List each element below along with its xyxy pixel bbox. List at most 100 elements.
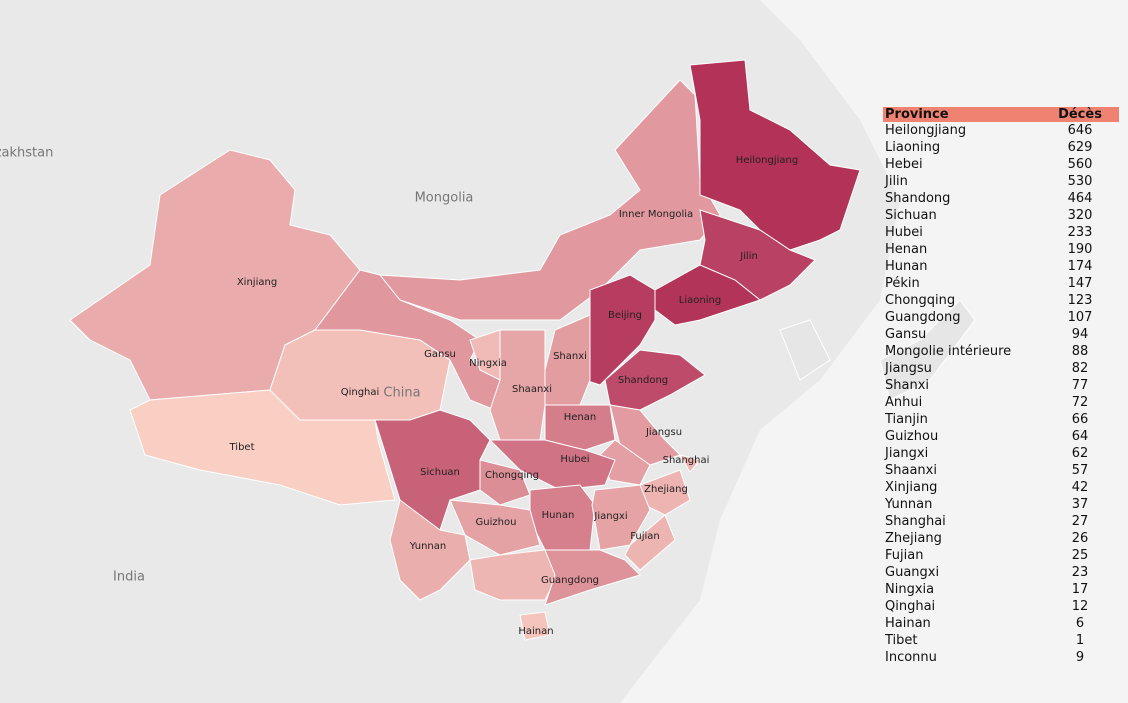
background-label: China (383, 386, 420, 401)
province-cell: Guangdong (885, 310, 961, 325)
province-cell: Inconnu (885, 650, 937, 665)
province-cell: Yunnan (885, 497, 933, 512)
deaths-cell: 57 (1071, 463, 1089, 478)
deaths-cell: 23 (1071, 565, 1089, 580)
deaths-cell: 42 (1071, 480, 1089, 495)
table-row: Liaoning 629 (883, 139, 1119, 156)
province-label: Shandong (618, 375, 668, 386)
province-cell: Shandong (885, 191, 951, 206)
province-cell: Tianjin (885, 412, 928, 427)
deaths-cell: 9 (1075, 650, 1085, 665)
province-label: Inner Mongolia (619, 209, 693, 220)
table-row: Henan 190 (883, 241, 1119, 258)
table-row: Anhui 72 (883, 394, 1119, 411)
province-label: Jiangsu (645, 427, 682, 438)
header-cell: Province (885, 107, 949, 122)
deaths-cell: 88 (1071, 344, 1089, 359)
deaths-cell: 107 (1067, 310, 1093, 325)
deaths-cell: 37 (1071, 497, 1089, 512)
table-row: Tianjin 66 (883, 411, 1119, 428)
deaths-cell: 190 (1067, 242, 1093, 257)
table-row: Zhejiang 26 (883, 530, 1119, 547)
deaths-cell: 94 (1071, 327, 1089, 342)
header-cell: Décès (1058, 107, 1102, 122)
province-cell: Pékin (885, 276, 920, 291)
table-row: Ningxia 17 (883, 581, 1119, 598)
table-row: Sichuan 320 (883, 207, 1119, 224)
deaths-cell: 72 (1071, 395, 1089, 410)
province-label: Fujian (630, 531, 660, 542)
background-label: India (113, 570, 145, 585)
province-label: Shanghai (663, 455, 710, 466)
provinces (69, 59, 861, 641)
labels: Xinjiang Tibet Qinghai Gansu Inner Mongolia H… (0, 146, 798, 638)
province-label: Liaoning (679, 295, 721, 306)
province (488, 439, 616, 491)
province-label: Henan (564, 412, 596, 423)
province-label: Gansu (424, 349, 456, 360)
province-label: Guangdong (541, 575, 599, 586)
deaths-cell: 147 (1067, 276, 1093, 291)
table-row: Jilin 530 (883, 173, 1119, 190)
province (269, 329, 451, 421)
province-label: Shanxi (553, 351, 587, 362)
table-row: Shandong 464 (883, 190, 1119, 207)
table-row: Xinjiang 42 (883, 479, 1119, 496)
province-label: Jiangxi (593, 511, 627, 522)
deaths-cell: 320 (1067, 208, 1093, 223)
table-row: Hainan 6 (883, 615, 1119, 632)
province-label: Beijing (608, 310, 642, 321)
province-cell: Sichuan (885, 208, 937, 223)
background-label: Mongolia (415, 191, 474, 206)
province-label: Heilongjiang (736, 155, 798, 166)
province-cell: Shanghai (885, 514, 946, 529)
province (519, 611, 551, 641)
table-header: Province Décès (883, 107, 1119, 122)
province-label: Yunnan (409, 541, 446, 552)
province (129, 389, 396, 506)
deaths-cell: 6 (1075, 616, 1085, 631)
province-label: Sichuan (420, 467, 460, 478)
deaths-cell: 464 (1067, 191, 1093, 206)
province (654, 264, 762, 326)
province-cell: Anhui (885, 395, 923, 410)
province-cell: Hunan (885, 259, 928, 274)
table-row: Fujian 25 (883, 547, 1119, 564)
deaths-cell: 1 (1075, 633, 1085, 648)
province-label: Hainan (518, 626, 553, 637)
table-row: Hubei 233 (883, 224, 1119, 241)
province-label: Ningxia (469, 358, 507, 369)
province-label: Chongqing (485, 470, 539, 481)
province-label: Jilin (739, 251, 758, 262)
province-cell: Henan (885, 242, 928, 257)
province-cell: Chongqing (885, 293, 956, 308)
table-row: Guangxi 23 (883, 564, 1119, 581)
deaths-cell: 66 (1071, 412, 1089, 427)
background-label: zakhstan (0, 146, 53, 161)
province-cell: Mongolie intérieure (885, 344, 1012, 359)
deaths-cell: 64 (1071, 429, 1089, 444)
table-row: Guizhou 64 (883, 428, 1119, 445)
table-row: Inconnu 9 (883, 649, 1119, 666)
table-row: Hunan 174 (883, 258, 1119, 275)
deaths-cell: 82 (1071, 361, 1089, 376)
province (689, 59, 861, 251)
province-cell: Hubei (885, 225, 923, 240)
province-cell: Zhejiang (885, 531, 942, 546)
province-cell: Jiangsu (885, 361, 932, 376)
deaths-cell: 530 (1067, 174, 1093, 189)
table-row: Gansu 94 (883, 326, 1119, 343)
province (599, 439, 651, 486)
province-cell: Hainan (885, 616, 931, 631)
deaths-cell: 26 (1071, 531, 1089, 546)
table-row: Hebei 560 (883, 156, 1119, 173)
province-cell: Gansu (885, 327, 927, 342)
table-row: Qinghai 12 (883, 598, 1119, 615)
table-row: Guangdong 107 (883, 309, 1119, 326)
table-row: Mongolie intérieure 88 (883, 343, 1119, 360)
province-label: Shaanxi (512, 384, 552, 395)
sea (620, 0, 1128, 703)
table-row: Shaanxi 57 (883, 462, 1119, 479)
table-row: Chongqing 123 (883, 292, 1119, 309)
